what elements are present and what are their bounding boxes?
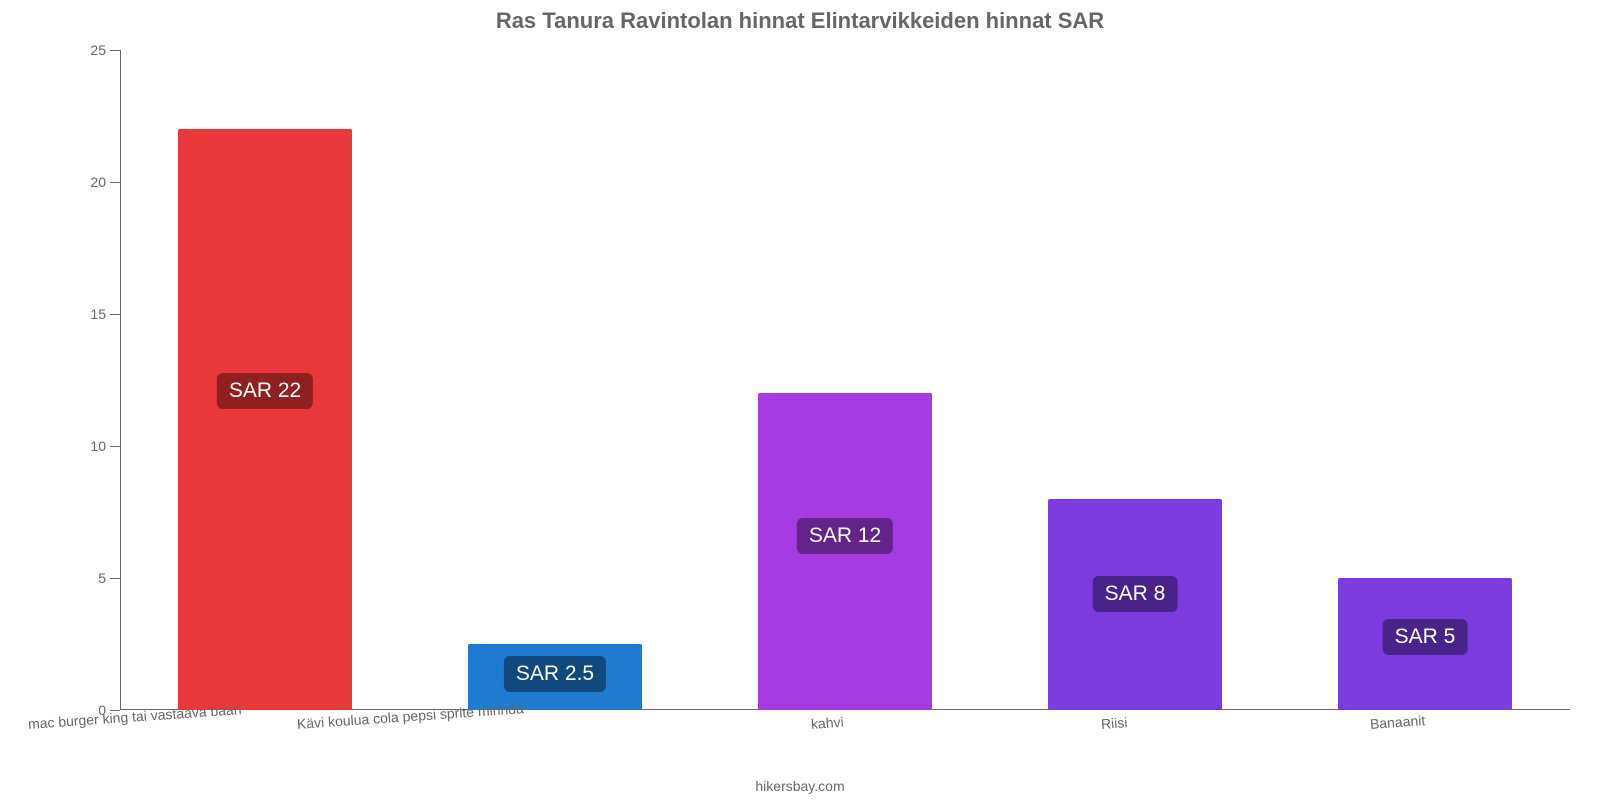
chart-title: Ras Tanura Ravintolan hinnat Elintarvikk… (0, 0, 1600, 34)
x-tick-label: mac burger king tai vastaava baari (27, 701, 242, 732)
x-tick-label: Banaanit (1369, 712, 1425, 732)
bar-value-label: SAR 22 (217, 373, 313, 409)
y-tick-label: 15 (90, 306, 120, 322)
y-tick-label: 20 (90, 174, 120, 190)
x-tick-label: Riisi (1100, 714, 1128, 732)
bar-value-label: SAR 2.5 (504, 656, 606, 692)
y-axis-line (120, 50, 121, 710)
chart-footer: hikersbay.com (0, 778, 1600, 794)
bar-value-label: SAR 8 (1093, 576, 1178, 612)
bar (178, 129, 352, 710)
y-tick-label: 10 (90, 438, 120, 454)
bar-value-label: SAR 12 (797, 518, 893, 554)
price-bar-chart: Ras Tanura Ravintolan hinnat Elintarvikk… (0, 0, 1600, 800)
plot-area: 0510152025SAR 22mac burger king tai vast… (120, 50, 1570, 710)
y-tick-label: 5 (98, 570, 120, 586)
bar-value-label: SAR 5 (1383, 619, 1468, 655)
x-tick-label: kahvi (810, 714, 844, 732)
y-tick-label: 25 (90, 42, 120, 58)
